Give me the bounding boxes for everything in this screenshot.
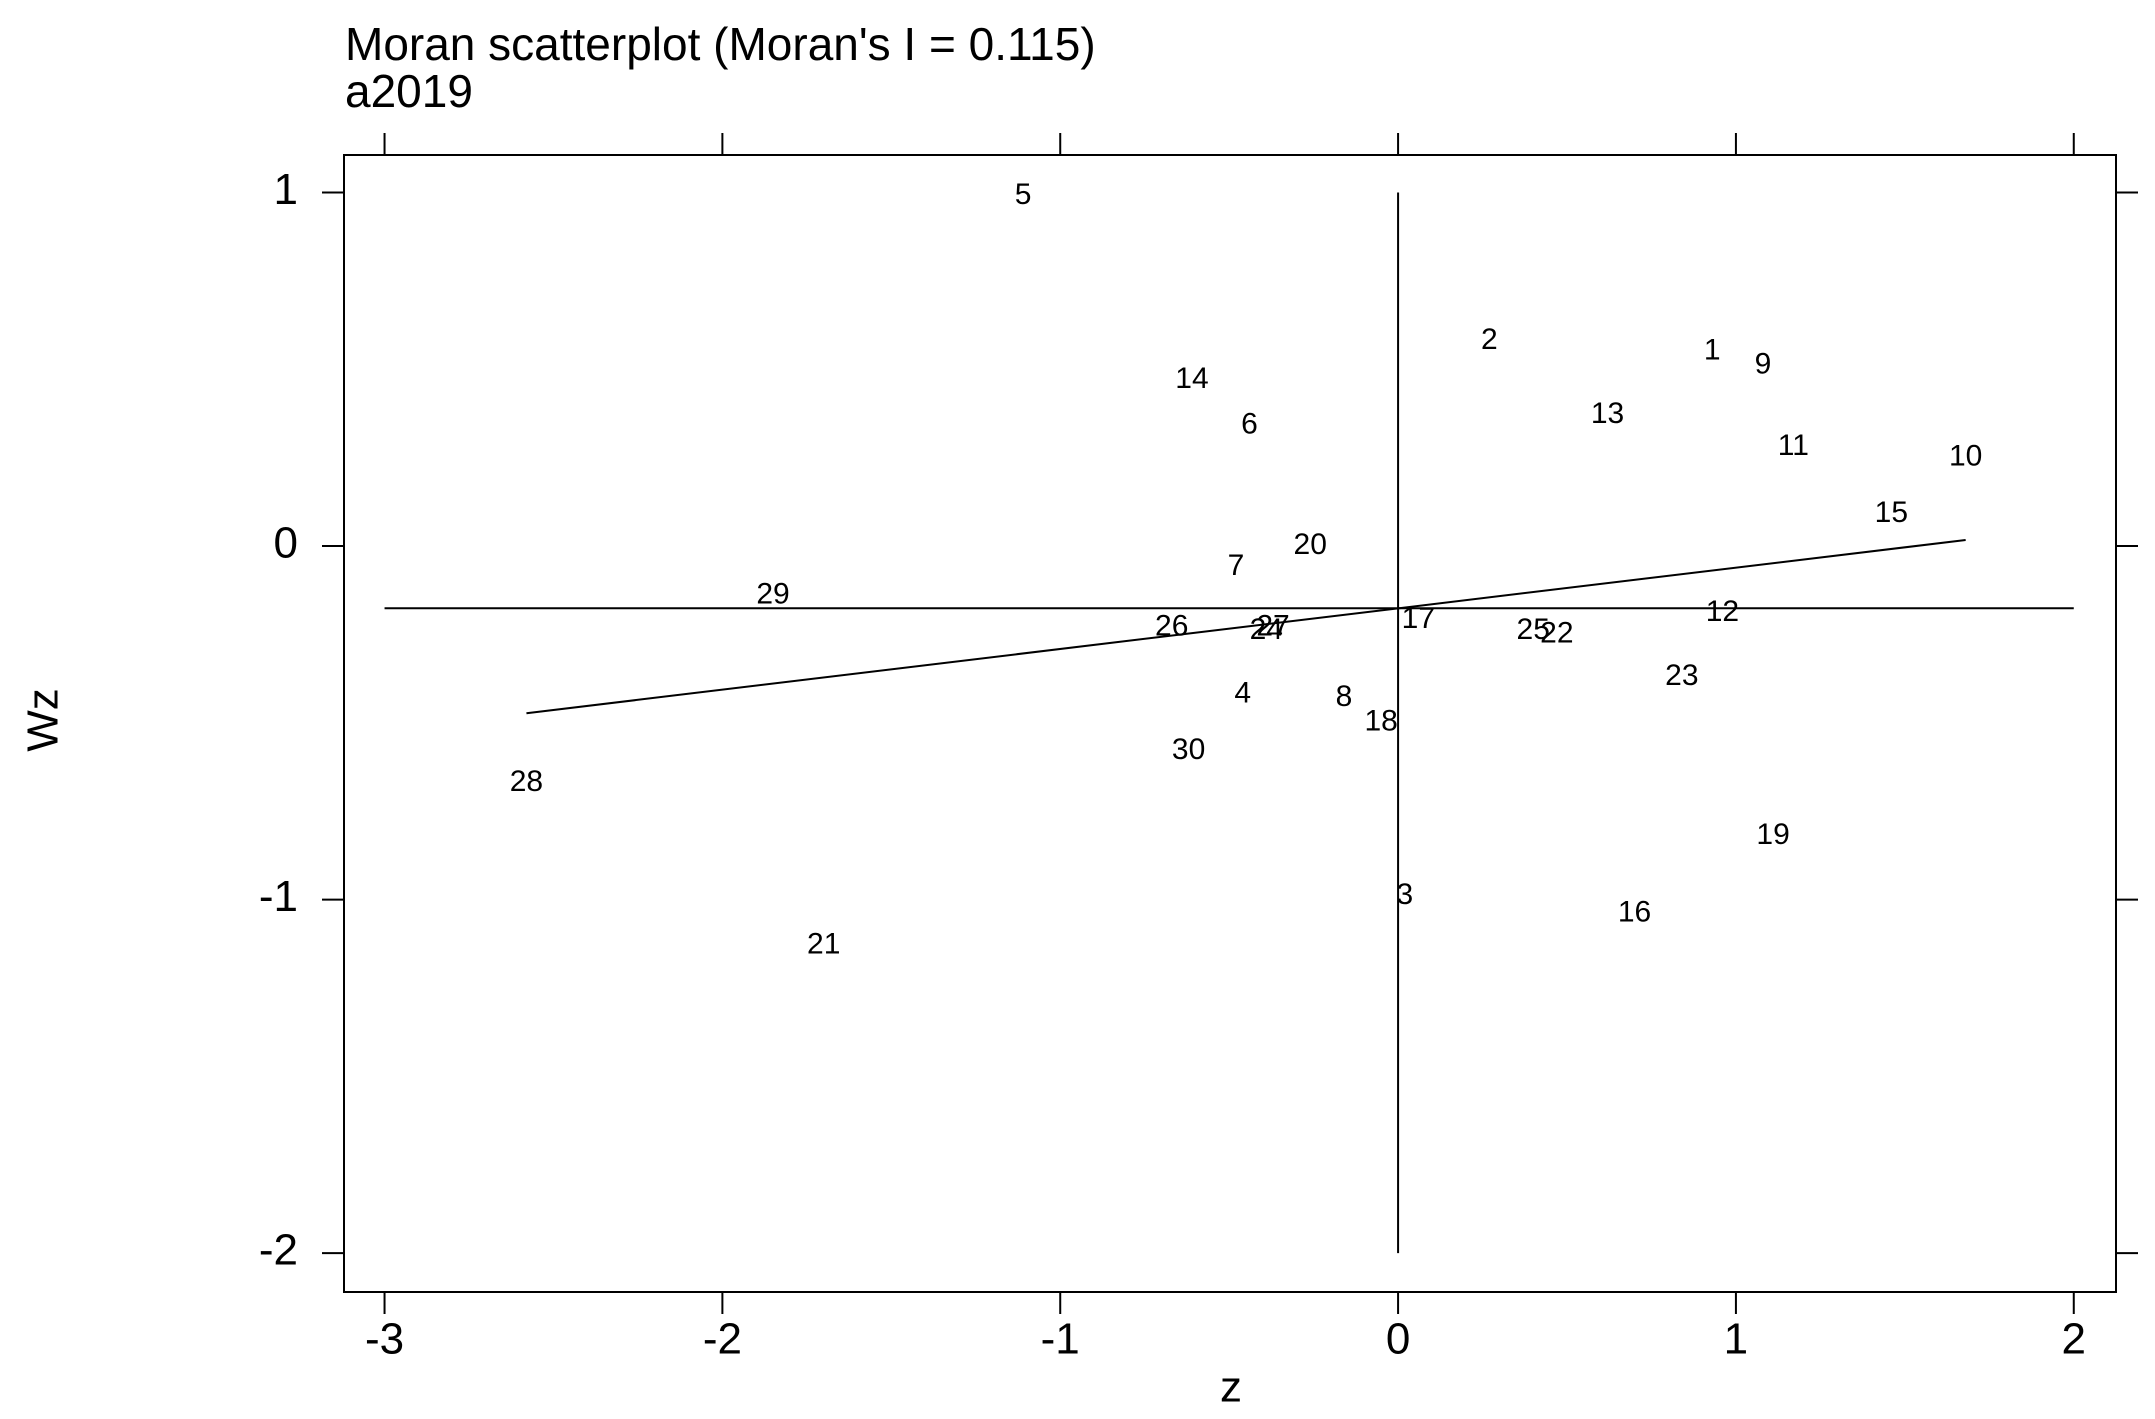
point-label: 14 bbox=[1175, 362, 1208, 395]
x-tick-label: 1 bbox=[1724, 1315, 1748, 1364]
point-label: 18 bbox=[1364, 705, 1397, 738]
point-label: 1 bbox=[1704, 333, 1721, 366]
x-tick-label: 2 bbox=[2062, 1315, 2086, 1364]
chart-subtitle: a2019 bbox=[345, 65, 473, 117]
x-tick-label: -3 bbox=[365, 1315, 404, 1364]
point-label: 17 bbox=[1402, 602, 1435, 635]
point-label: 15 bbox=[1875, 496, 1908, 529]
point-label: 3 bbox=[1396, 878, 1413, 911]
y-tick-label: 0 bbox=[274, 519, 298, 568]
point-label: 7 bbox=[1228, 549, 1245, 582]
point-label: 23 bbox=[1665, 659, 1698, 692]
point-label: 21 bbox=[807, 927, 840, 960]
point-label: 5 bbox=[1015, 178, 1032, 211]
point-label: 10 bbox=[1949, 440, 1982, 473]
y-tick-label: -1 bbox=[259, 872, 298, 921]
point-label: 30 bbox=[1172, 733, 1205, 766]
point-label: 11 bbox=[1778, 429, 1809, 462]
x-tick-label: 0 bbox=[1386, 1315, 1410, 1364]
y-tick-label: 1 bbox=[274, 165, 298, 214]
fit-line bbox=[526, 539, 1966, 715]
point-label: 20 bbox=[1294, 528, 1327, 561]
y-tick-label: -2 bbox=[259, 1226, 298, 1275]
x-tick-label: -2 bbox=[703, 1315, 742, 1364]
x-axis-label: z bbox=[1220, 1363, 1242, 1412]
plot-frame bbox=[343, 154, 2117, 1293]
point-label: 26 bbox=[1155, 609, 1188, 642]
point-label: 27 bbox=[1256, 609, 1289, 642]
point-label: 9 bbox=[1755, 348, 1772, 381]
point-label: 2 bbox=[1481, 323, 1498, 356]
point-label: 28 bbox=[510, 765, 543, 798]
point-label: 22 bbox=[1540, 616, 1573, 649]
point-label: 16 bbox=[1618, 896, 1651, 929]
point-label: 29 bbox=[756, 577, 789, 610]
point-label: 25 bbox=[1517, 613, 1550, 646]
chart-title: Moran scatterplot (Moran's I = 0.115) bbox=[345, 18, 1096, 70]
point-label: 12 bbox=[1706, 595, 1739, 628]
point-label: 8 bbox=[1336, 680, 1353, 713]
y-axis-label: Wz bbox=[19, 688, 68, 752]
point-label: 24 bbox=[1250, 613, 1283, 646]
point-label: 13 bbox=[1591, 397, 1624, 430]
point-label: 6 bbox=[1241, 408, 1258, 441]
x-tick-label: -1 bbox=[1041, 1315, 1080, 1364]
point-label: 19 bbox=[1756, 818, 1789, 851]
point-label: 4 bbox=[1234, 676, 1251, 709]
